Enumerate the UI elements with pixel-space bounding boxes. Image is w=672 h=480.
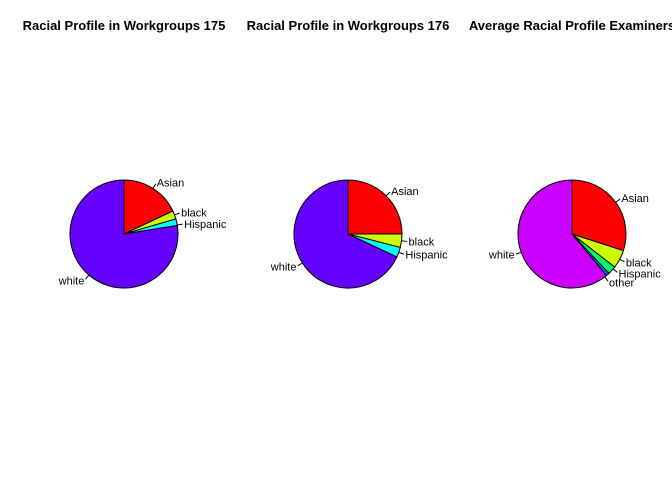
slice-label-hispanic: Hispanic [405, 250, 448, 262]
label-leader-line [177, 223, 183, 226]
label-leader-line [174, 212, 180, 216]
label-leader-line [401, 240, 407, 242]
pie-chart-2: Racial Profile in Workgroups 176 Asian bl… [247, 18, 450, 289]
slice-label-asian: Asian [157, 177, 185, 189]
slice-label-black: black [409, 237, 435, 249]
label-leader-line [604, 276, 609, 282]
label-leader-line [615, 198, 621, 203]
label-leader-line [85, 274, 90, 280]
pie-slice-white [69, 179, 179, 289]
label-leader-line [612, 268, 618, 273]
slice-label-asian: Asian [391, 186, 419, 198]
slice-label-hispanic: Hispanic [619, 268, 662, 280]
label-leader-line [398, 251, 405, 255]
slice-label-white: white [488, 250, 515, 262]
label-leader-line [152, 183, 157, 189]
label-leader-line [385, 191, 391, 197]
pie-chart-1: Racial Profile in Workgroups 175 Asian bl… [23, 18, 227, 289]
slice-label-white: white [58, 275, 85, 287]
label-leader-line [297, 262, 303, 267]
slice-label-white: white [270, 262, 297, 274]
chart-title: Racial Profile in Workgroups 176 [247, 18, 450, 33]
slice-label-black: black [181, 207, 207, 219]
pie-slice-white [517, 179, 608, 289]
pie-chart-3: Average Racial Profile Examiners Asian bl… [469, 18, 672, 289]
slice-label-asian: Asian [621, 193, 649, 205]
chart-title: Average Racial Profile Examiners [469, 18, 672, 33]
slice-label-hispanic: Hispanic [184, 219, 227, 231]
chart-title: Racial Profile in Workgroups 175 [23, 18, 226, 33]
slice-label-other: other [609, 277, 634, 289]
pie-slice-asian [571, 179, 627, 252]
label-leader-line [515, 251, 522, 255]
slice-label-black: black [626, 258, 652, 270]
label-leader-line [619, 258, 625, 263]
